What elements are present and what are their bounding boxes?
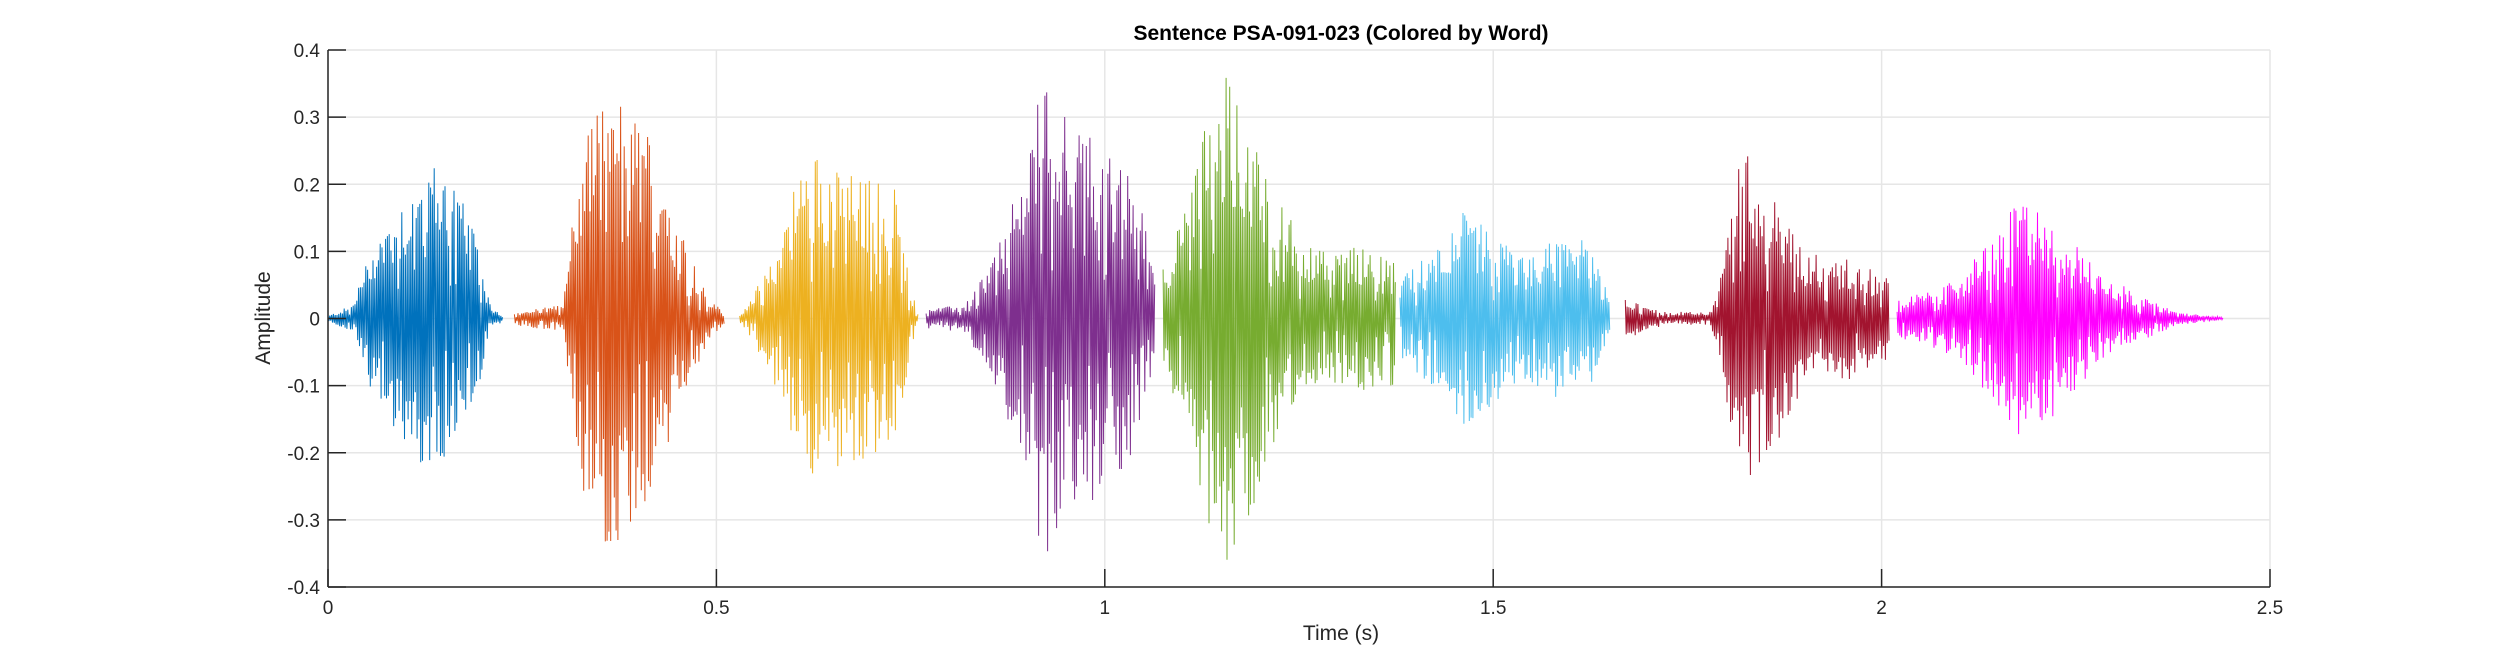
waveform-segment-7 [1624, 156, 1890, 476]
x-tick-label-2: 1 [1100, 598, 1111, 619]
y-tick-label-3: -0.1 [287, 377, 320, 398]
y-tick-label-2: -0.2 [287, 444, 320, 465]
y-tick-label-4: 0 [309, 310, 320, 331]
y-tick-label-8: 0.4 [294, 41, 321, 62]
waveform-segment-3 [739, 159, 919, 474]
y-tick-label-6: 0.2 [294, 175, 320, 196]
waveform-series [327, 77, 2224, 560]
x-tick-label-1: 0.5 [703, 598, 729, 619]
x-tick-label-5: 2.5 [2257, 598, 2283, 619]
y-tick-label-5: 0.1 [294, 242, 320, 263]
x-tick-label-4: 2 [1876, 598, 1887, 619]
y-axis-label: Amplitude [252, 271, 275, 364]
waveform-segment-8 [1896, 206, 2224, 435]
y-tick-label-1: -0.3 [287, 511, 320, 532]
waveform-segment-5 [1162, 77, 1396, 560]
y-tick-label-7: 0.3 [294, 108, 320, 129]
x-tick-label-3: 1.5 [1480, 598, 1506, 619]
waveform-segment-2 [513, 106, 725, 542]
axes [327, 49, 2271, 588]
x-axis-label: Time (s) [1303, 622, 1379, 645]
waveform-segment-1 [327, 168, 504, 463]
chart-title: Sentence PSA-091-023 (Colored by Word) [1133, 22, 1548, 45]
y-tick-label-0: -0.4 [287, 578, 320, 599]
x-tick-label-0: 0 [323, 598, 334, 619]
waveform-segment-6 [1399, 212, 1611, 424]
tick-labels: 0 0.5 1 1.5 2 2.5 -0.4 -0.3 -0.2 -0.1 0 0.1 0.2 0.3 0.… [287, 41, 2283, 619]
waveform-segment-4 [925, 92, 1156, 552]
